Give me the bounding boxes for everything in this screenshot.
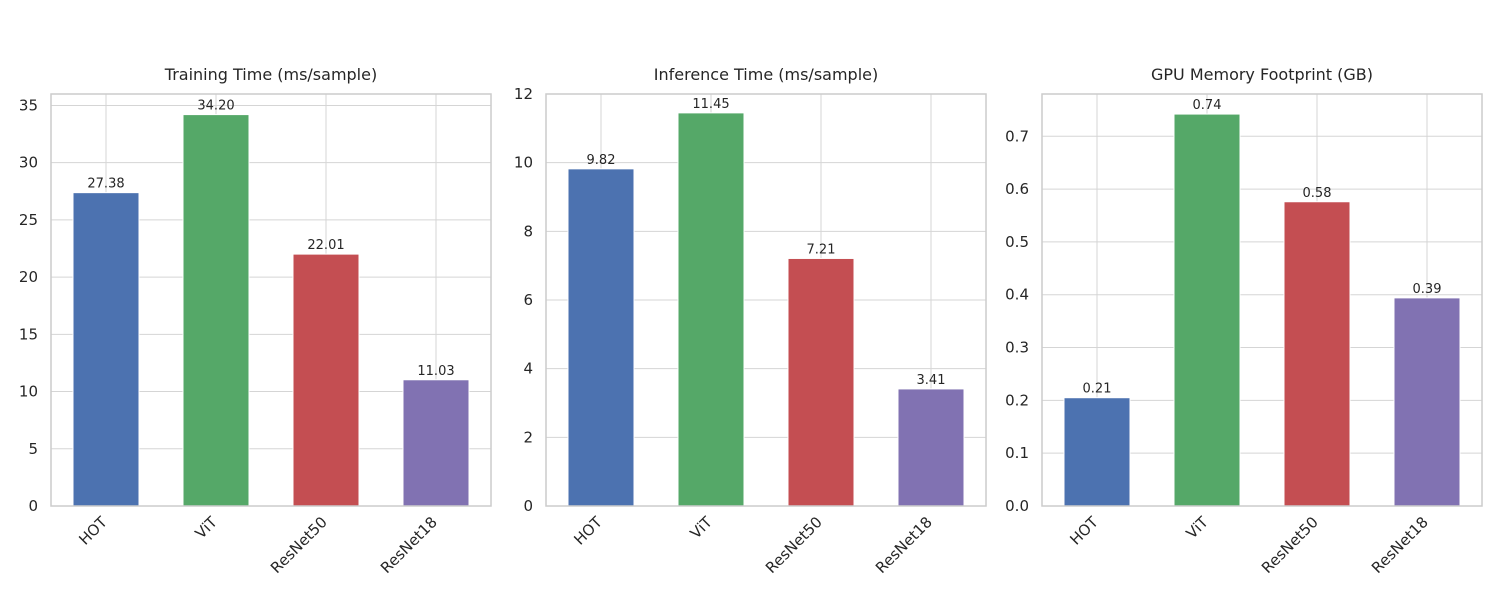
y-tick-label: 10 bbox=[19, 383, 38, 401]
data-label: 27.38 bbox=[87, 177, 124, 192]
x-tick-label: HOT bbox=[570, 513, 606, 549]
data-label: 0.58 bbox=[1303, 186, 1332, 201]
y-tick-label: 20 bbox=[19, 268, 38, 286]
bar-resnet50 bbox=[292, 253, 360, 507]
x-tick-label: ResNet18 bbox=[1368, 513, 1432, 577]
bar-hot bbox=[1063, 397, 1131, 507]
bar-vit bbox=[182, 114, 250, 507]
y-tick-label: 2 bbox=[523, 428, 533, 446]
plot-frame bbox=[1041, 93, 1483, 507]
y-tick-label: 0.6 bbox=[1005, 180, 1029, 198]
data-label: 9.82 bbox=[587, 153, 616, 168]
y-tick-label: 0.5 bbox=[1005, 233, 1029, 251]
x-tick-label: ResNet50 bbox=[1258, 513, 1322, 577]
y-tick-label: 0.0 bbox=[1005, 497, 1029, 515]
bar-resnet18 bbox=[402, 379, 470, 507]
y-tick-label: 12 bbox=[514, 85, 533, 103]
plot-frame bbox=[50, 93, 492, 507]
bar-hot bbox=[567, 168, 635, 507]
y-tick-label: 4 bbox=[523, 360, 533, 378]
y-tick-label: 0 bbox=[523, 497, 533, 515]
y-tick-label: 15 bbox=[19, 325, 38, 343]
y-tick-label: 6 bbox=[523, 291, 533, 309]
y-tick-label: 25 bbox=[19, 211, 38, 229]
y-tick-label: 0.4 bbox=[1005, 286, 1029, 304]
x-tick-label: ViT bbox=[1183, 513, 1213, 543]
bar-resnet18 bbox=[1393, 297, 1461, 507]
x-tick-label: ResNet50 bbox=[762, 513, 826, 577]
bar-hot bbox=[72, 192, 140, 507]
data-label: 0.21 bbox=[1083, 382, 1112, 397]
data-label: 11.03 bbox=[417, 364, 454, 379]
y-tick-label: 0 bbox=[28, 497, 38, 515]
data-label: 22.01 bbox=[307, 238, 344, 253]
x-tick-label: ViT bbox=[687, 513, 717, 543]
y-tick-label: 0.1 bbox=[1005, 444, 1029, 462]
x-tick-label: HOT bbox=[75, 513, 111, 549]
bar-vit bbox=[1173, 113, 1241, 507]
bar-resnet18 bbox=[897, 388, 965, 507]
y-tick-label: 5 bbox=[28, 440, 38, 458]
y-tick-label: 8 bbox=[523, 222, 533, 240]
y-tick-label: 35 bbox=[19, 96, 38, 114]
x-tick-label: ViT bbox=[192, 513, 222, 543]
x-tick-label: ResNet18 bbox=[377, 513, 441, 577]
chart-panel-2: 9.82 11.45 7.21 3.41 0 2 4 6 8 10 12 HOT ViT ResNet50… bbox=[514, 65, 987, 577]
y-tick-label: 30 bbox=[19, 154, 38, 172]
chart-panel-3: 0.21 0.74 0.58 0.39 0.0 0.1 0.2 0.3 0.4 0.5 0.6 0.7… bbox=[1005, 65, 1483, 577]
data-label: 11.45 bbox=[692, 97, 729, 112]
x-tick-label: HOT bbox=[1066, 513, 1102, 549]
chart-title: Training Time (ms/sample) bbox=[164, 65, 377, 84]
y-tick-label: 0.2 bbox=[1005, 391, 1029, 409]
chart-title: GPU Memory Footprint (GB) bbox=[1151, 65, 1373, 84]
bar-resnet50 bbox=[1283, 201, 1351, 507]
x-tick-label: ResNet18 bbox=[872, 513, 936, 577]
y-tick-label: 0.7 bbox=[1005, 127, 1029, 145]
bar-vit bbox=[677, 112, 745, 507]
plot-frame bbox=[545, 93, 987, 507]
data-label: 0.74 bbox=[1193, 98, 1222, 113]
x-tick-label: ResNet50 bbox=[267, 513, 331, 577]
data-label: 34.20 bbox=[197, 99, 234, 114]
data-label: 0.39 bbox=[1413, 282, 1442, 297]
y-tick-label: 0.3 bbox=[1005, 339, 1029, 357]
chart-panel-1: 27.38 34.20 22.01 11.03 0 5 10 15 20 25 30 35 HOT ViT… bbox=[19, 65, 492, 577]
data-label: 3.41 bbox=[917, 373, 946, 388]
bar-resnet50 bbox=[787, 257, 855, 507]
chart-title: Inference Time (ms/sample) bbox=[654, 65, 878, 84]
data-label: 7.21 bbox=[807, 242, 836, 257]
y-tick-label: 10 bbox=[514, 154, 533, 172]
